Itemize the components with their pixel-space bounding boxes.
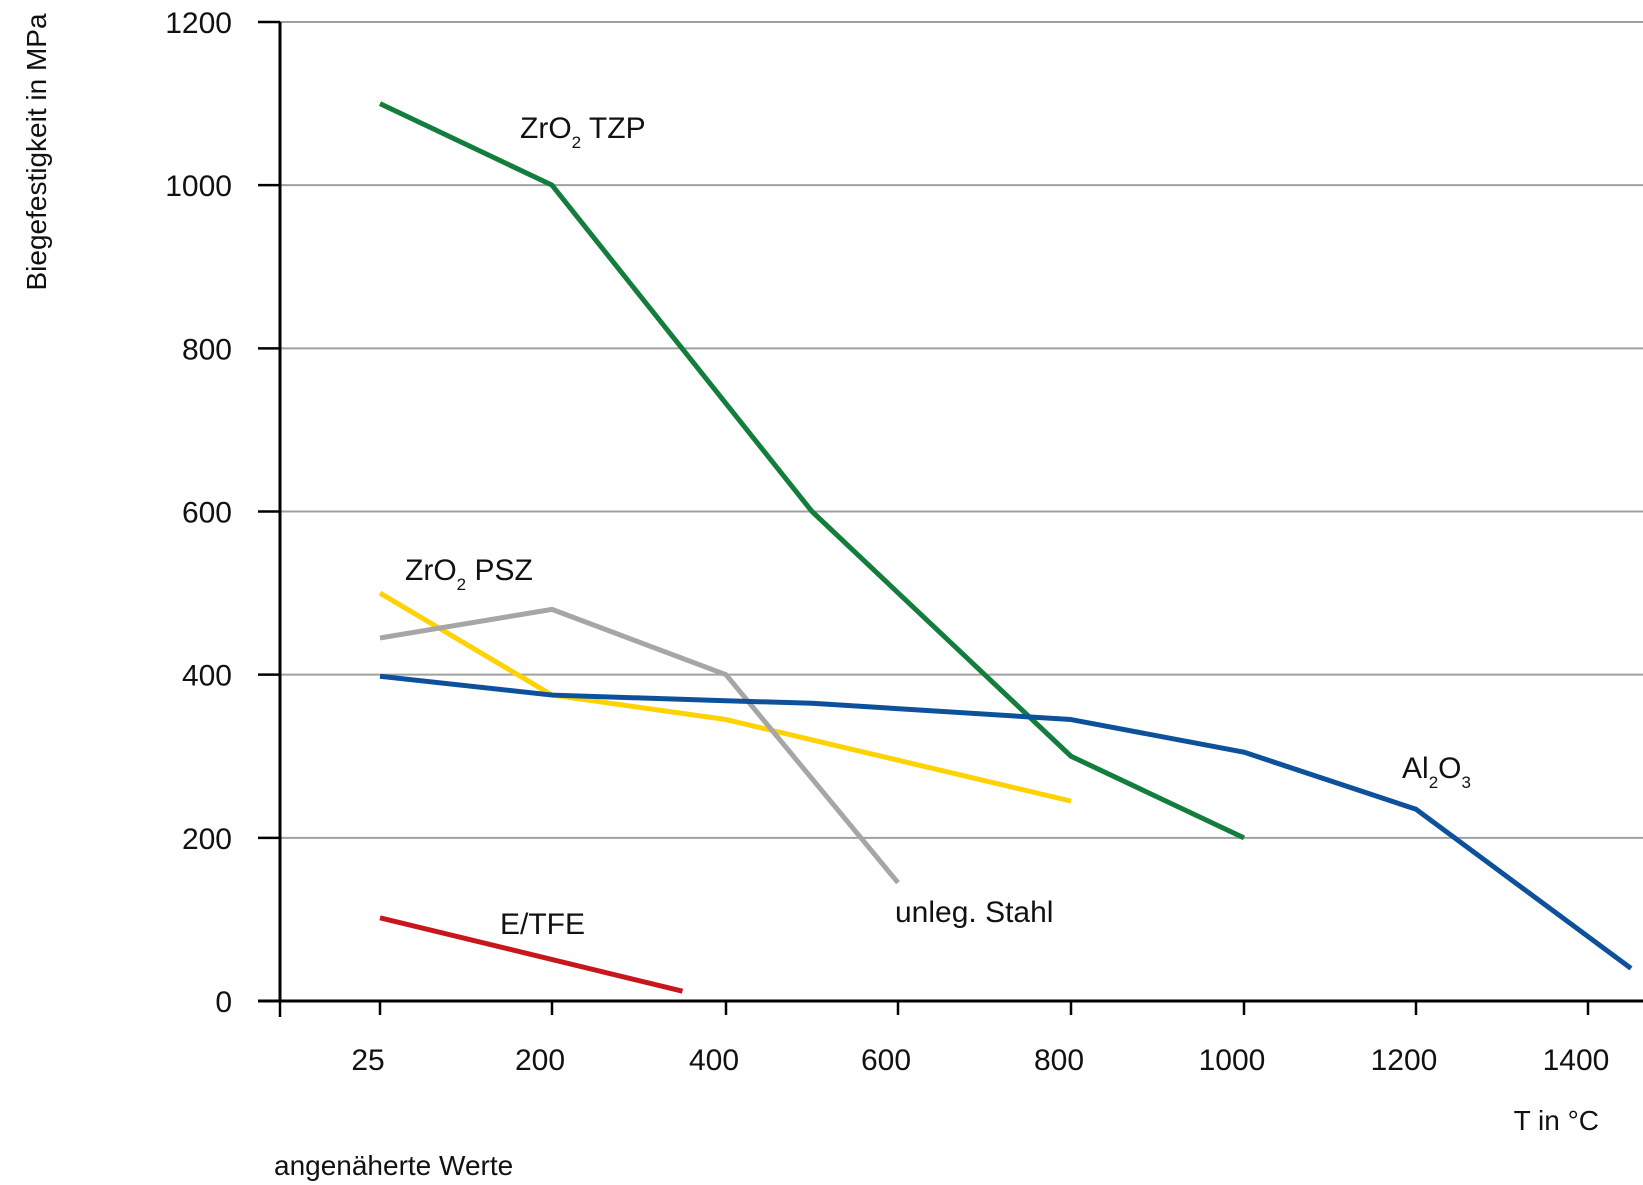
series-label-zro2-psz: ZrO2 PSZ: [405, 554, 533, 594]
x-tick-label: 1200: [1371, 1044, 1438, 1077]
y-axis-title: Biegefestigkeit in MPa: [21, 13, 52, 290]
x-tick-label: 200: [515, 1044, 565, 1077]
x-tick-label: 800: [1034, 1044, 1084, 1077]
x-tick-label: 25: [351, 1044, 384, 1077]
y-tick-label: 200: [182, 823, 232, 856]
x-tick-label: 1000: [1199, 1044, 1266, 1077]
y-tick-label: 1000: [165, 170, 232, 203]
y-tick-label: 0: [215, 986, 232, 1019]
y-tick-labels: 0 200 400 600 800 1000 1200: [165, 7, 280, 1019]
x-axis-title: T in °C: [1514, 1105, 1599, 1136]
series-lines: [378, 101, 1633, 994]
y-tick-label: 600: [182, 497, 232, 530]
x-tick-label: 400: [689, 1044, 739, 1077]
series-line-zro2-psz: [378, 590, 1072, 804]
x-tick-label: 1400: [1543, 1044, 1610, 1077]
y-tick-label: 400: [182, 660, 232, 693]
x-tick-label: 600: [861, 1044, 911, 1077]
series-label-al2o3: Al2O3: [1402, 752, 1471, 792]
footnote: angenäherte Werte: [274, 1150, 513, 1181]
series-line-unleg-stahl: [379, 606, 900, 885]
series-label-unleg-stahl: unleg. Stahl: [895, 896, 1053, 929]
series-line-zro2-tzp: [378, 101, 1246, 841]
grid-lines: [280, 21, 1643, 839]
series-label-zro2-tzp: ZrO2 TZP: [520, 112, 646, 152]
series-label-e-tfe: E/TFE: [500, 908, 585, 941]
series-labels: ZrO2 TZP ZrO2 PSZ unleg. Stahl Al2O3 E/TFE: [405, 112, 1471, 941]
y-tick-label: 1200: [165, 7, 232, 40]
series-line-al2o3: [379, 673, 1633, 971]
y-tick-label: 800: [182, 333, 232, 366]
x-tick-labels: 25 200 400 600 800 1000 1200 1400: [278, 1001, 1610, 1077]
series-line-e-tfe: [379, 915, 684, 994]
